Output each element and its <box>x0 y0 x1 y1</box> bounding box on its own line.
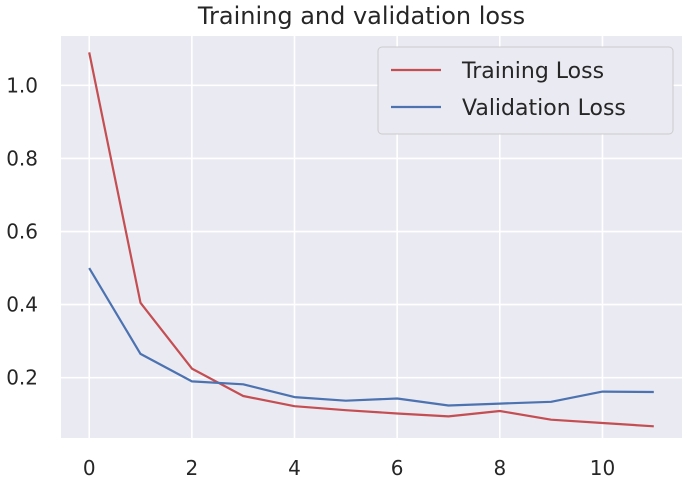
y-tick-label: 0.6 <box>6 220 38 244</box>
legend-box <box>377 46 674 135</box>
legend-label: Validation Loss <box>462 96 626 121</box>
x-tick-label: 10 <box>590 456 615 479</box>
x-tick-label: 2 <box>186 456 199 479</box>
tick-labels: 0 2 4 6 8 10 0.2 0.4 0.6 0.8 1.0 <box>6 73 615 479</box>
x-tick-label: 4 <box>288 456 301 479</box>
series-line-training-loss <box>88 52 654 428</box>
y-tick-label: 0.2 <box>6 366 38 390</box>
y-tick-label: 1.0 <box>6 73 38 97</box>
x-tick-label: 6 <box>391 456 404 479</box>
legend-label: Training Loss <box>461 59 604 84</box>
legend: Training Loss Validation Loss <box>377 46 674 135</box>
x-tick-label: 0 <box>83 456 96 479</box>
series-line-validation-loss <box>88 267 654 407</box>
y-tick-label: 0.8 <box>6 146 38 170</box>
y-tick-label: 0.4 <box>6 293 38 317</box>
series-layer <box>88 52 654 428</box>
chart-title: Training and validation loss <box>197 2 525 30</box>
x-tick-label: 8 <box>493 456 506 479</box>
